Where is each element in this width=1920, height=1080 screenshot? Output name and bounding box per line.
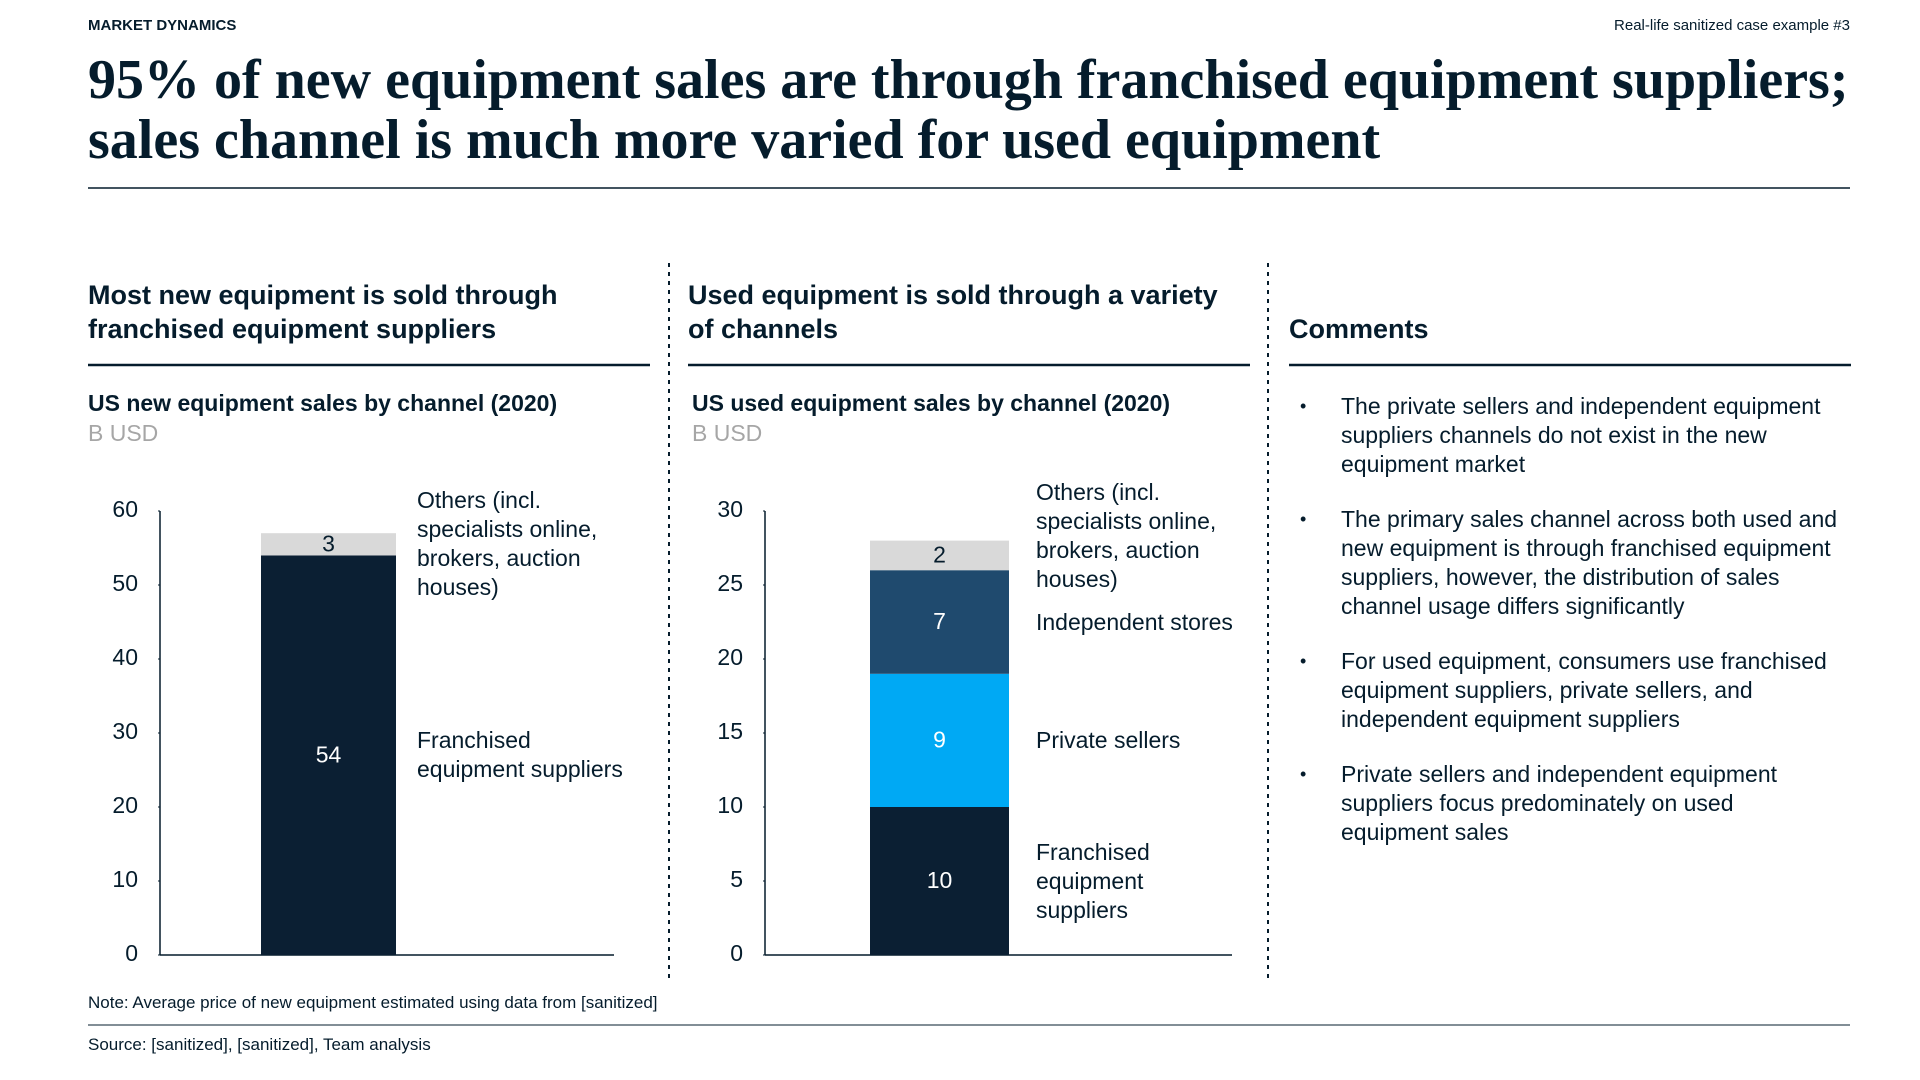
series-label: Franchised equipment suppliers bbox=[1036, 838, 1150, 923]
series-label: Private sellers bbox=[1036, 726, 1181, 753]
series-label: Others (incl. specialists online, broker… bbox=[1036, 478, 1217, 592]
y-tick-label: 25 bbox=[717, 570, 743, 596]
comment: The primary sales channel across both us… bbox=[1300, 505, 1845, 621]
chart-unit: B USD bbox=[88, 420, 159, 446]
bar-segment bbox=[870, 807, 1009, 955]
y-tick-label: 10 bbox=[717, 792, 743, 818]
y-tick-label: 30 bbox=[717, 496, 743, 522]
chart-title: US used equipment sales by channel (2020… bbox=[692, 390, 1171, 416]
chart-title: US new equipment sales by channel (2020) bbox=[88, 390, 558, 416]
y-tick-label: 0 bbox=[730, 940, 743, 966]
comment: The private sellers and independent equi… bbox=[1300, 392, 1845, 479]
y-tick-label: 0 bbox=[125, 940, 138, 966]
bar-segment bbox=[870, 673, 1009, 807]
y-tick-label: 10 bbox=[112, 866, 138, 892]
chart-unit: B USD bbox=[692, 420, 763, 446]
y-tick-label: 15 bbox=[717, 718, 743, 744]
bar-segment bbox=[870, 570, 1009, 674]
comment-list: The private sellers and independent equi… bbox=[1300, 392, 1845, 873]
value-label: 2 bbox=[933, 541, 946, 567]
y-tick-label: 40 bbox=[112, 644, 138, 670]
comment: For used equipment, consumers use franch… bbox=[1300, 647, 1845, 734]
section-label: MARKET DYNAMICS bbox=[88, 17, 237, 34]
y-tick-label: 50 bbox=[112, 570, 138, 596]
value-label: 9 bbox=[933, 726, 946, 752]
y-tick-label: 60 bbox=[112, 496, 138, 522]
series-label: Others (incl. specialists online, broker… bbox=[417, 487, 598, 601]
series-label: Independent stores bbox=[1036, 608, 1233, 635]
value-label: 7 bbox=[933, 608, 946, 634]
bar-segment bbox=[261, 555, 396, 955]
value-label: 54 bbox=[316, 741, 342, 767]
y-tick-label: 20 bbox=[112, 792, 138, 818]
panel-heading: Comments bbox=[1289, 314, 1429, 344]
comment: Private sellers and independent equipmen… bbox=[1300, 760, 1845, 847]
slide-title: 95% of new equipment sales are through f… bbox=[88, 49, 1849, 171]
y-tick-label: 20 bbox=[717, 644, 743, 670]
case-tag: Real-life sanitized case example #3 bbox=[1614, 17, 1850, 34]
y-tick-label: 30 bbox=[112, 718, 138, 744]
source: Source: [sanitized], [sanitized], Team a… bbox=[88, 1035, 431, 1054]
bar-segment bbox=[261, 533, 396, 556]
bar-segment bbox=[870, 540, 1009, 571]
y-tick-label: 5 bbox=[730, 866, 743, 892]
footnote: Note: Average price of new equipment est… bbox=[88, 993, 658, 1012]
series-label: Franchised equipment suppliers bbox=[417, 727, 623, 783]
panel-heading: Most new equipment is sold through franc… bbox=[88, 280, 558, 344]
panel-heading: Used equipment is sold through a variety… bbox=[688, 280, 1218, 344]
value-label: 10 bbox=[927, 867, 953, 893]
value-label: 3 bbox=[322, 530, 335, 556]
